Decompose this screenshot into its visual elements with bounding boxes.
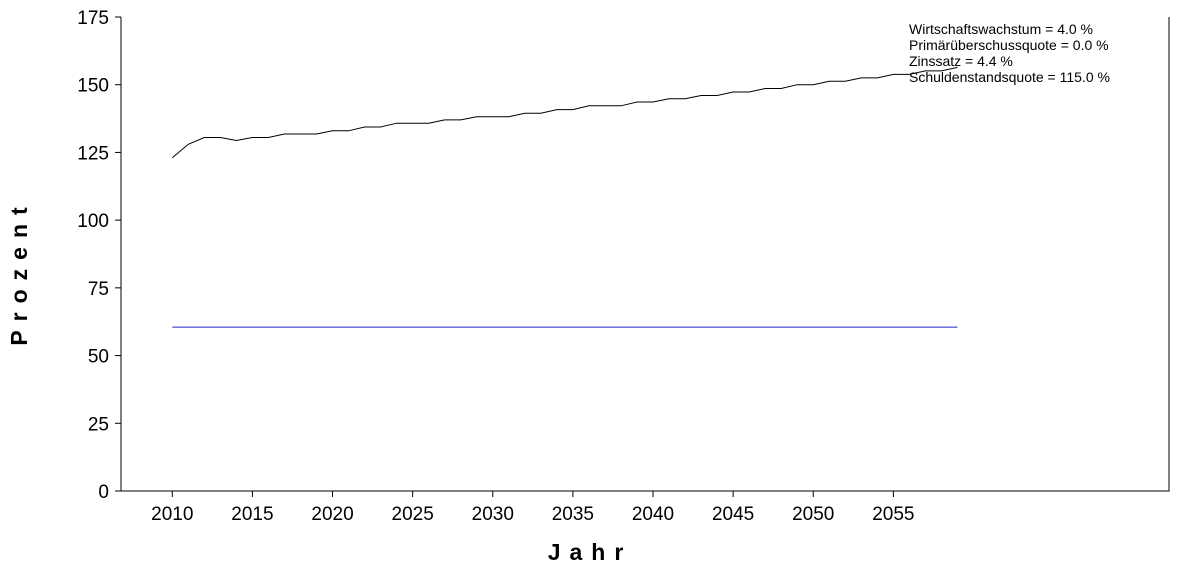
y-tick-label: 125 bbox=[77, 143, 109, 164]
y-axis-title: Prozent bbox=[6, 198, 32, 345]
x-tick-label: 2015 bbox=[231, 504, 273, 525]
y-tick-label: 0 bbox=[98, 482, 109, 503]
annotation-text: Zinssatz = 4.4 % bbox=[909, 53, 1013, 69]
x-tick-label: 2025 bbox=[392, 504, 434, 525]
series-line-1 bbox=[171, 66, 958, 159]
y-tick-label: 50 bbox=[88, 347, 109, 368]
x-tick-label: 2050 bbox=[792, 504, 834, 525]
plot-frame bbox=[120, 17, 1170, 492]
annotation-text: Primärüberschussquote = 0.0 % bbox=[909, 37, 1109, 53]
y-tick-label: 100 bbox=[77, 211, 109, 232]
x-tick-label: 2045 bbox=[712, 504, 754, 525]
plot-border bbox=[120, 17, 1170, 492]
annotation-text: Schuldenstandsquote = 115.0 % bbox=[909, 69, 1110, 85]
legend: Wirtschaftswachstum = 4.0 %Primärübersch… bbox=[909, 21, 1110, 85]
y-tick-label: 175 bbox=[77, 8, 109, 29]
x-tick-label: 2040 bbox=[632, 504, 674, 525]
x-tick-label: 2055 bbox=[872, 504, 914, 525]
x-tick-label: 2035 bbox=[552, 504, 594, 525]
annotation-text: Wirtschaftswachstum = 4.0 % bbox=[909, 21, 1093, 37]
x-tick-label: 2030 bbox=[472, 504, 514, 525]
x-axis: 2010 2015 2020 2025 2030 2035 2040 2045 2050 2055 bbox=[151, 491, 915, 525]
y-tick-label: 25 bbox=[88, 414, 109, 435]
y-tick-label: 75 bbox=[88, 279, 109, 300]
x-tick-label: 2010 bbox=[151, 504, 193, 525]
x-tick-label: 2020 bbox=[311, 504, 353, 525]
series-layer bbox=[171, 66, 958, 328]
y-tick-label: 150 bbox=[77, 76, 109, 97]
y-axis: 0 25 50 75 100 125 150 175 bbox=[77, 8, 121, 503]
x-axis-title: Jahr bbox=[548, 539, 633, 565]
